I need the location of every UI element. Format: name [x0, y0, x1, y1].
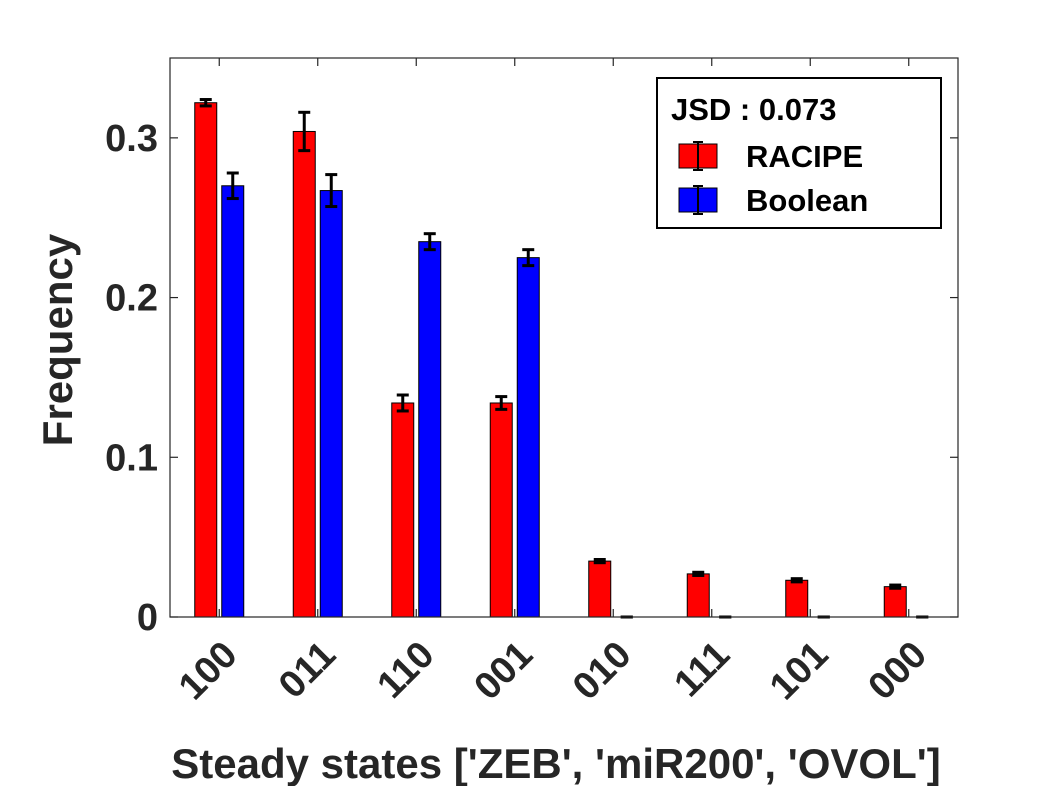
y-tick-label: 0 [137, 597, 158, 639]
y-tick-label: 0.3 [105, 118, 158, 160]
x-axis-title: Steady states ['ZEB', 'miR200', 'OVOL'] [171, 740, 940, 786]
legend-title: JSD : 0.073 [671, 92, 836, 127]
legend-entry-racipe: RACIPE [678, 139, 863, 174]
error-bar-racipe-111 [692, 570, 705, 577]
error-bar-boolean-011 [325, 173, 338, 209]
y-tick-labels: 0 0.1 0.2 0.3 [105, 118, 158, 639]
error-bar-boolean-110 [423, 232, 436, 252]
y-axis-title: Frequency [34, 233, 81, 446]
error-bar-racipe-100 [199, 98, 212, 108]
legend-entries: RACIPE Boolean [678, 139, 868, 218]
bar-racipe-011 [292, 130, 316, 618]
legend-entry-boolean: Boolean [678, 183, 868, 218]
error-bar-racipe-011 [298, 110, 311, 153]
error-bar-boolean-001 [522, 248, 535, 268]
legend-label: RACIPE [746, 139, 863, 174]
bar-boolean-100 [221, 185, 245, 618]
error-bar-racipe-101 [790, 577, 803, 584]
bar-racipe-110 [391, 402, 415, 618]
bar-racipe-001 [489, 402, 513, 618]
error-bar-racipe-010 [593, 558, 606, 565]
error-bar-boolean-100 [226, 171, 239, 201]
bar-boolean-011 [319, 190, 343, 618]
bar-racipe-000 [883, 586, 907, 618]
error-bar-racipe-110 [396, 393, 409, 413]
bar-racipe-100 [194, 102, 218, 618]
axes-box [169, 57, 959, 618]
bar-racipe-111 [686, 573, 710, 618]
bar-racipe-010 [588, 560, 612, 618]
legend: JSD : 0.073 RACIPE Boolean [656, 77, 942, 229]
bar-boolean-001 [516, 257, 540, 618]
bar-racipe-101 [785, 579, 809, 618]
bar-boolean-110 [418, 241, 442, 618]
legend-label: Boolean [746, 183, 868, 218]
y-tick-label: 0.1 [105, 437, 158, 479]
axes-layer [169, 57, 959, 618]
error-bar-racipe-000 [889, 583, 902, 590]
y-tick-label: 0.2 [105, 278, 158, 320]
error-bar-racipe-001 [495, 395, 508, 411]
